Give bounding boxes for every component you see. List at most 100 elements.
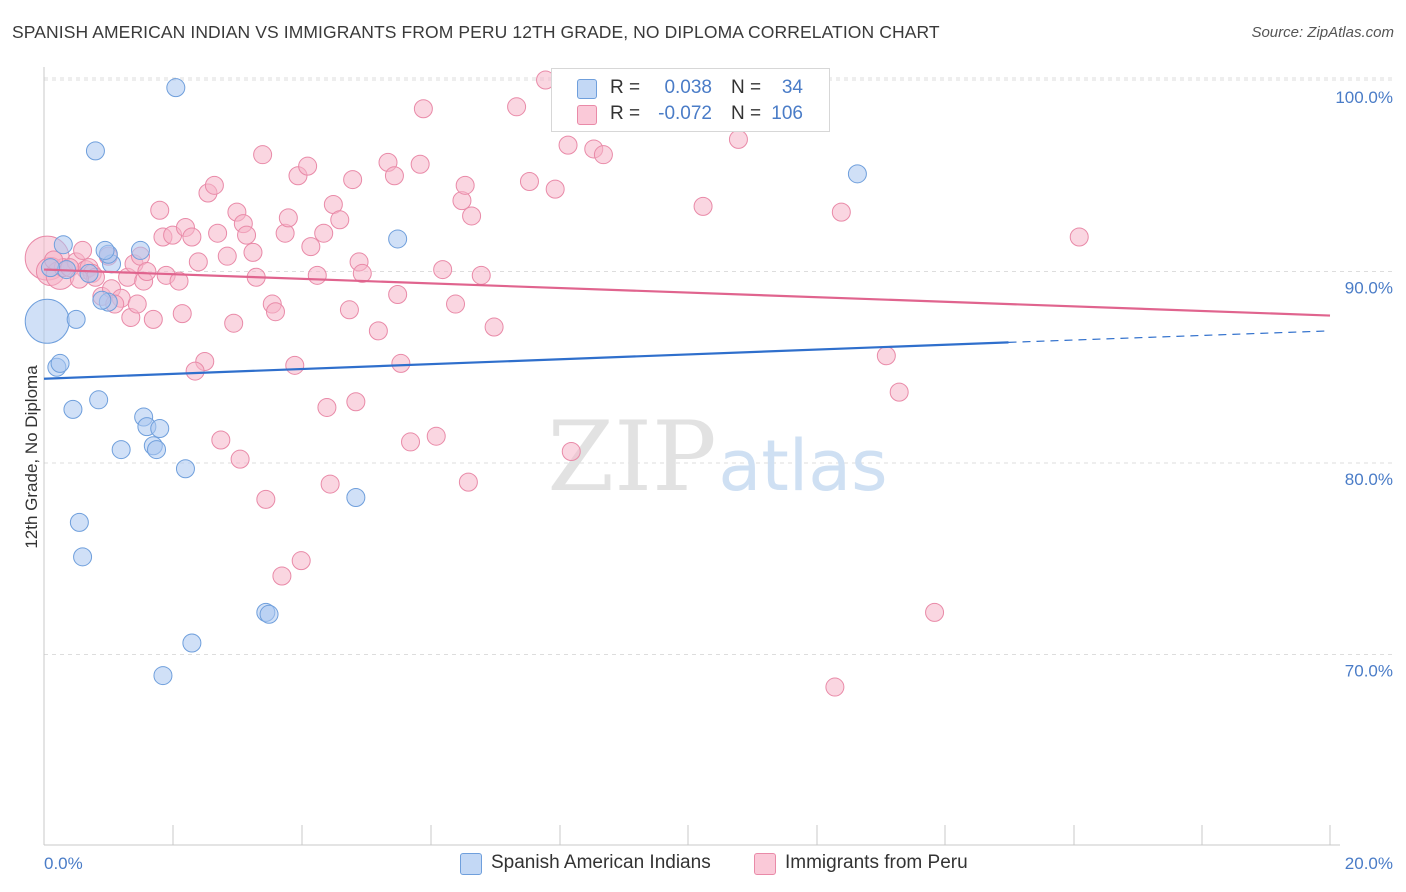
legend-n-value: 106	[771, 103, 803, 124]
spanish-american-indian-point	[388, 229, 408, 249]
peru-point	[728, 129, 748, 149]
x-tick-label: 20.0%	[1345, 854, 1393, 873]
peru-point	[150, 200, 170, 220]
peru-point	[1069, 227, 1089, 247]
peru-point	[169, 271, 189, 291]
peru-point	[185, 361, 205, 381]
peru-point	[368, 321, 388, 341]
legend-swatch-blue	[577, 79, 597, 99]
series-peru-points	[24, 70, 1089, 697]
peru-point	[391, 353, 411, 373]
peru-point	[925, 602, 945, 622]
peru-point	[519, 171, 539, 191]
peru-point	[384, 166, 404, 186]
peru-point	[253, 145, 273, 165]
peru-point	[545, 179, 565, 199]
peru-point	[426, 426, 446, 446]
spanish-american-indian-point	[111, 440, 131, 460]
peru-point	[143, 309, 163, 329]
y-tick-label: 90.0%	[1345, 279, 1393, 298]
axis-labels: 70.0% 80.0% 90.0% 100.0% 0.0% 20.0% 12th Grade…	[22, 88, 1393, 873]
spanish-american-indian-point	[95, 240, 115, 260]
spanish-american-indian-point	[259, 604, 279, 624]
legend-n-label: N =	[731, 77, 762, 98]
gridlines	[44, 77, 1395, 655]
y-tick-label: 70.0%	[1345, 662, 1393, 681]
peru-point	[410, 154, 430, 174]
peru-point	[343, 170, 363, 190]
legend-swatch-pink	[577, 105, 597, 125]
legend-r-label: R =	[610, 77, 641, 98]
legend-n-label: N =	[731, 103, 762, 124]
peru-point	[314, 223, 334, 243]
spanish-american-indian-point	[89, 390, 109, 410]
peru-point	[825, 677, 845, 697]
peru-point	[561, 442, 581, 462]
peru-point	[593, 145, 613, 165]
peru-point	[182, 227, 202, 247]
chart-title: SPANISH AMERICAN INDIAN VS IMMIGRANTS FR…	[12, 22, 940, 42]
peru-point	[507, 97, 527, 117]
spanish-american-indian-point	[40, 258, 60, 278]
peru-point	[320, 474, 340, 494]
legend-swatch-blue	[460, 853, 482, 875]
peru-point	[330, 210, 350, 230]
peru-point	[831, 202, 851, 222]
peru-point	[889, 382, 909, 402]
peru-point	[272, 566, 292, 586]
spanish-american-indian-point	[175, 459, 195, 479]
peru-point	[471, 265, 491, 285]
peru-point	[346, 392, 366, 412]
peru-point	[256, 489, 276, 509]
peru-point	[388, 284, 408, 304]
peru-point	[301, 237, 321, 257]
x-tick-label: 0.0%	[44, 854, 83, 873]
peru-point	[876, 346, 896, 366]
trend-line-blue	[43, 341, 1009, 380]
spanish-american-indian-point	[150, 419, 170, 439]
peru-point	[433, 260, 453, 280]
y-axis-title: 12th Grade, No Diploma	[22, 365, 41, 549]
spanish-american-indian-point	[85, 141, 105, 161]
peru-point	[275, 223, 295, 243]
spanish-american-indian-point	[79, 263, 99, 283]
peru-point	[188, 252, 208, 272]
axes	[43, 67, 1340, 846]
spanish-american-indian-point	[69, 512, 89, 532]
legend-row-blue: R = 0.038 N = 34	[552, 75, 829, 101]
peru-point	[693, 196, 713, 216]
y-tick-label: 100.0%	[1335, 88, 1393, 107]
y-tick-label: 80.0%	[1345, 470, 1393, 489]
peru-point	[230, 449, 250, 469]
legend-n-value: 34	[781, 77, 803, 98]
peru-point	[265, 302, 285, 322]
peru-point	[455, 175, 475, 195]
trend-lines	[43, 268, 1331, 380]
peru-point	[558, 135, 578, 155]
peru-point	[458, 472, 478, 492]
peru-point	[224, 313, 244, 333]
spanish-american-indian-point	[166, 78, 186, 98]
legend-r-label: R =	[610, 103, 641, 124]
legend-label: Spanish American Indians	[491, 852, 711, 873]
peru-point	[298, 156, 318, 176]
peru-point	[307, 265, 327, 285]
peru-point	[446, 294, 466, 314]
trend-line-blue-extension	[1008, 330, 1331, 343]
spanish-american-indian-point	[50, 353, 70, 373]
spanish-american-indian-point	[153, 666, 173, 686]
spanish-american-indian-point	[346, 487, 366, 507]
series-legend: Spanish American Indians Immigrants from…	[0, 851, 1406, 877]
correlation-legend: R = 0.038 N = 34 R = -0.072 N = 106	[551, 68, 830, 132]
peru-point	[462, 206, 482, 226]
watermark-atlas: atlas	[718, 425, 887, 507]
peru-point	[211, 430, 231, 450]
peru-point	[243, 242, 263, 262]
peru-point	[208, 223, 228, 243]
spanish-american-indian-point	[73, 547, 93, 567]
spanish-american-indian-point	[130, 240, 150, 260]
peru-point	[137, 262, 157, 281]
legend-label: Immigrants from Peru	[785, 852, 968, 873]
watermark: ZIP atlas	[547, 401, 887, 513]
